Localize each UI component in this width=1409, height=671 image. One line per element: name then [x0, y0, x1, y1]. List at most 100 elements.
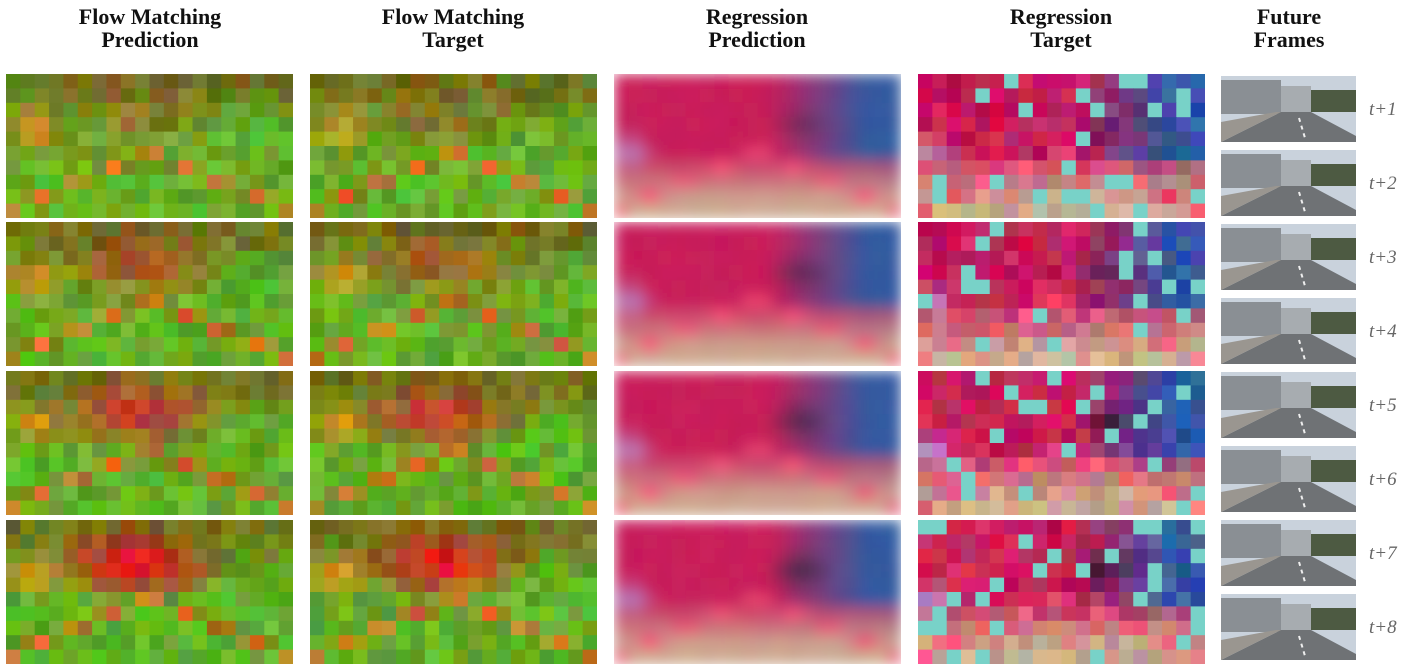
- feature-cell: [553, 203, 569, 218]
- feature-cell: [872, 534, 888, 550]
- feature-cell: [467, 322, 483, 338]
- feature-cell: [685, 351, 701, 366]
- feature-cell: [886, 308, 901, 324]
- feature-cell: [1061, 620, 1077, 636]
- feature-cell: [614, 88, 629, 104]
- feature-cell: [814, 279, 830, 295]
- feature-cell: [510, 174, 526, 190]
- feature-cell: [714, 265, 730, 281]
- feature-cell: [163, 620, 179, 636]
- feature-cell: [1032, 236, 1048, 252]
- feature-cell: [510, 322, 526, 338]
- feature-cell: [1090, 294, 1106, 309]
- feature-cell: [410, 500, 426, 515]
- feature-cell: [482, 428, 498, 444]
- feature-cell: [989, 294, 1005, 309]
- feature-cell: [149, 146, 165, 161]
- feature-cell: [63, 203, 79, 218]
- feature-cell: [496, 250, 512, 266]
- feature-cell: [149, 649, 165, 664]
- feature-cell: [381, 371, 397, 386]
- feature-cell: [918, 294, 933, 309]
- feature-cell: [6, 443, 21, 458]
- feature-cell: [1118, 457, 1134, 473]
- feature-cell: [510, 351, 526, 366]
- feature-cell: [614, 414, 629, 430]
- feature-cell: [92, 236, 108, 252]
- feature-cell: [1118, 322, 1134, 338]
- feature-cell: [367, 563, 383, 579]
- feature-cell: [310, 371, 325, 386]
- feature-cell: [163, 337, 179, 353]
- feature-cell: [582, 620, 597, 636]
- column-header: Prediction: [708, 27, 805, 52]
- feature-cell: [582, 222, 597, 237]
- feature-cell: [757, 428, 773, 444]
- feature-cell: [628, 351, 644, 366]
- feature-cell: [34, 74, 50, 89]
- feature-cell: [743, 131, 759, 147]
- sidewalk: [1221, 556, 1281, 586]
- feature-cell: [786, 620, 802, 636]
- feature-cell: [324, 649, 340, 664]
- feature-map: [310, 371, 597, 515]
- feature-cell: [886, 500, 901, 515]
- future-frame: [1221, 594, 1356, 660]
- feature-cell: [439, 620, 455, 636]
- feature-cell: [685, 457, 701, 473]
- feature-cell: [192, 443, 208, 458]
- feature-cell: [206, 385, 222, 401]
- feature-cell: [324, 620, 340, 636]
- feature-cell: [496, 428, 512, 444]
- feature-cell: [1133, 443, 1149, 458]
- feature-cell: [424, 279, 440, 295]
- feature-cell: [496, 174, 512, 190]
- feature-cell: [525, 279, 541, 295]
- feature-cell: [829, 279, 845, 295]
- feature-cell: [582, 160, 597, 176]
- feature-cell: [685, 592, 701, 607]
- feature-cell: [714, 74, 730, 89]
- feature-cell: [872, 563, 888, 579]
- feature-cell: [1176, 563, 1192, 579]
- feature-cell: [539, 548, 555, 564]
- feature-cell: [453, 371, 469, 386]
- feature-cell: [975, 649, 991, 664]
- feature-cell: [221, 308, 237, 324]
- column-header: Target: [422, 27, 484, 52]
- feature-cell: [1018, 399, 1034, 415]
- feature-cell: [800, 337, 816, 353]
- building: [1281, 160, 1311, 186]
- feature-cell: [814, 322, 830, 338]
- feature-cell: [482, 457, 498, 473]
- feature-cell: [800, 471, 816, 487]
- feature-cell: [568, 174, 584, 190]
- feature-cell: [178, 443, 194, 458]
- feature-cell: [553, 131, 569, 147]
- feature-cell: [1147, 160, 1163, 176]
- feature-cell: [843, 443, 859, 458]
- feature-cell: [353, 236, 368, 252]
- feature-cell: [857, 457, 873, 473]
- feature-cell: [700, 250, 716, 266]
- feature-cell: [843, 322, 859, 338]
- feature-cell: [525, 414, 541, 430]
- feature-cell: [714, 428, 730, 444]
- feature-cell: [872, 428, 888, 444]
- feature-cell: [1176, 385, 1192, 401]
- feature-cell: [1161, 635, 1177, 651]
- feature-cell: [1004, 203, 1020, 218]
- feature-cell: [324, 294, 340, 309]
- feature-cell: [857, 74, 873, 89]
- feature-cell: [77, 337, 93, 353]
- feature-cell: [106, 606, 122, 622]
- feature-cell: [1161, 592, 1177, 607]
- feature-cell: [221, 577, 237, 593]
- feature-cell: [1118, 236, 1134, 252]
- feature-cell: [206, 294, 222, 309]
- feature-cell: [396, 620, 412, 636]
- feature-cell: [843, 385, 859, 401]
- feature-cell: [525, 620, 541, 636]
- feature-cell: [886, 620, 901, 636]
- feature-cell: [872, 322, 888, 338]
